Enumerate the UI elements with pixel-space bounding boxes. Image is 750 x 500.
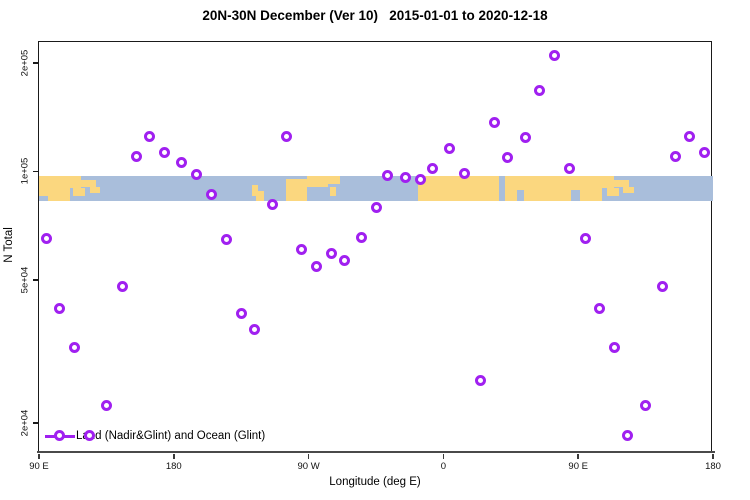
data-point <box>175 156 187 168</box>
data-point <box>488 116 500 128</box>
land-patch <box>286 178 308 201</box>
data-point <box>220 233 232 245</box>
chart-title: 20N-30N December (Ver 10) 2015-01-01 to … <box>202 8 548 23</box>
land-patch <box>80 179 96 188</box>
land-patch <box>251 184 258 196</box>
data-point <box>69 341 81 353</box>
x-tick-label: 90 E <box>29 461 49 472</box>
x-tick <box>577 454 579 459</box>
land-patch <box>614 179 630 188</box>
y-tick-label: 1e+05 <box>19 158 31 185</box>
y-tick-label: 2e+04 <box>19 409 31 437</box>
x-tick <box>442 454 445 459</box>
x-tick <box>712 454 714 459</box>
land-patch <box>89 187 101 194</box>
data-point <box>205 188 217 200</box>
y-tick <box>32 422 38 424</box>
plot-area: Land (Nadir&Glint) and Ocean (Glint) 90 … <box>20 41 721 472</box>
land-patch <box>328 176 341 184</box>
land-patch <box>417 176 499 201</box>
data-point <box>520 132 532 144</box>
data-point <box>267 199 279 211</box>
data-point <box>295 244 307 256</box>
data-point <box>235 307 247 319</box>
data-point <box>415 173 427 185</box>
x-tick-label: 90 W <box>297 461 320 472</box>
data-point <box>144 131 156 143</box>
data-point <box>608 341 620 353</box>
data-point <box>622 429 634 441</box>
data-point <box>593 303 605 315</box>
legend-label: Land (Nadir&Glint) and Ocean (Glint) <box>76 430 266 442</box>
data-point <box>130 151 142 163</box>
x-tick-label: 180 <box>165 461 182 472</box>
data-point <box>427 162 439 174</box>
y-tick <box>32 279 38 281</box>
data-point <box>670 151 682 163</box>
data-point <box>475 375 487 387</box>
land-patch <box>623 187 634 194</box>
data-point <box>339 255 351 267</box>
data-point <box>580 232 592 244</box>
x-axis-line <box>37 450 715 453</box>
data-point <box>443 142 455 154</box>
ocean-patch <box>570 189 580 201</box>
data-point <box>117 281 129 293</box>
land-patch <box>602 176 615 189</box>
data-point <box>40 232 52 244</box>
y-tick-label: 5e+04 <box>19 266 31 294</box>
data-point <box>325 248 337 260</box>
y-tick <box>32 170 38 173</box>
data-point <box>683 131 695 143</box>
x-tick <box>38 454 40 459</box>
x-tick-label: 90 E <box>568 461 588 472</box>
data-point <box>533 84 545 96</box>
data-point <box>100 399 112 411</box>
land-patch <box>504 176 517 201</box>
data-point <box>190 168 202 180</box>
x-tick-label: 0 <box>440 461 447 472</box>
data-point <box>280 131 292 143</box>
data-point <box>640 399 652 411</box>
data-point <box>355 231 367 243</box>
data-point <box>159 146 171 158</box>
land-patch <box>73 188 86 196</box>
data-point <box>84 429 96 441</box>
data-point <box>656 281 668 293</box>
land-patch <box>516 176 525 190</box>
data-point <box>563 162 575 174</box>
data-point <box>310 260 322 272</box>
x-tick-label: 180 <box>705 461 721 472</box>
y-axis-label: N Total <box>3 227 15 263</box>
data-point <box>502 152 514 164</box>
data-point <box>54 303 66 315</box>
land-patch <box>524 176 603 201</box>
data-point <box>698 146 710 158</box>
data-point <box>249 324 261 336</box>
data-point <box>370 201 382 213</box>
land-patch <box>329 187 336 196</box>
y-tick-label: 2e+05 <box>19 49 31 77</box>
land-patch <box>606 188 619 196</box>
legend-marker-icon <box>54 430 65 441</box>
x-axis-label: Longitude (deg E) <box>329 476 421 488</box>
x-tick <box>173 454 175 459</box>
y-tick <box>32 62 38 64</box>
ocean-patch <box>39 196 48 201</box>
land-patch <box>307 176 329 188</box>
data-point <box>382 169 394 181</box>
data-point <box>458 167 470 179</box>
data-point <box>400 171 412 183</box>
land-patch <box>256 190 264 201</box>
map-band <box>39 176 713 201</box>
x-tick <box>307 454 310 459</box>
land-patch <box>70 176 81 189</box>
data-point <box>548 50 560 62</box>
